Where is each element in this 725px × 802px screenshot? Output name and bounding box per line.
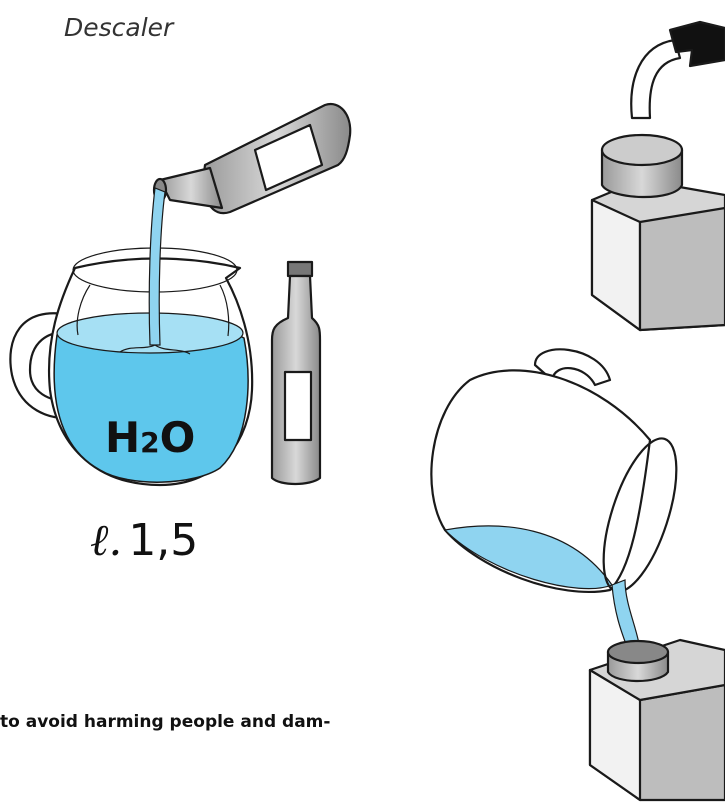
bottle [272,262,320,484]
jug-label-o: O [160,413,196,462]
caption: Descaler [64,13,175,42]
volume-amount: 1,5 [128,515,198,566]
container-bottom [590,640,725,800]
volume-unit: ℓ. [90,515,122,566]
jug-label-h: H [105,413,140,462]
tilted-jug [431,349,691,650]
arrow [631,22,725,118]
body-text: to avoid harming people and dam- [0,712,330,732]
volume: ℓ.1,5 [90,515,198,566]
page: {"caption": "Descaler", "jug_label": {"h… [0,0,725,802]
illustration: Descaler H2O ℓ.1,5 [0,0,725,802]
pouring-bottle [154,104,350,213]
jug-label-sub: 2 [140,426,159,459]
container-top [592,135,725,330]
